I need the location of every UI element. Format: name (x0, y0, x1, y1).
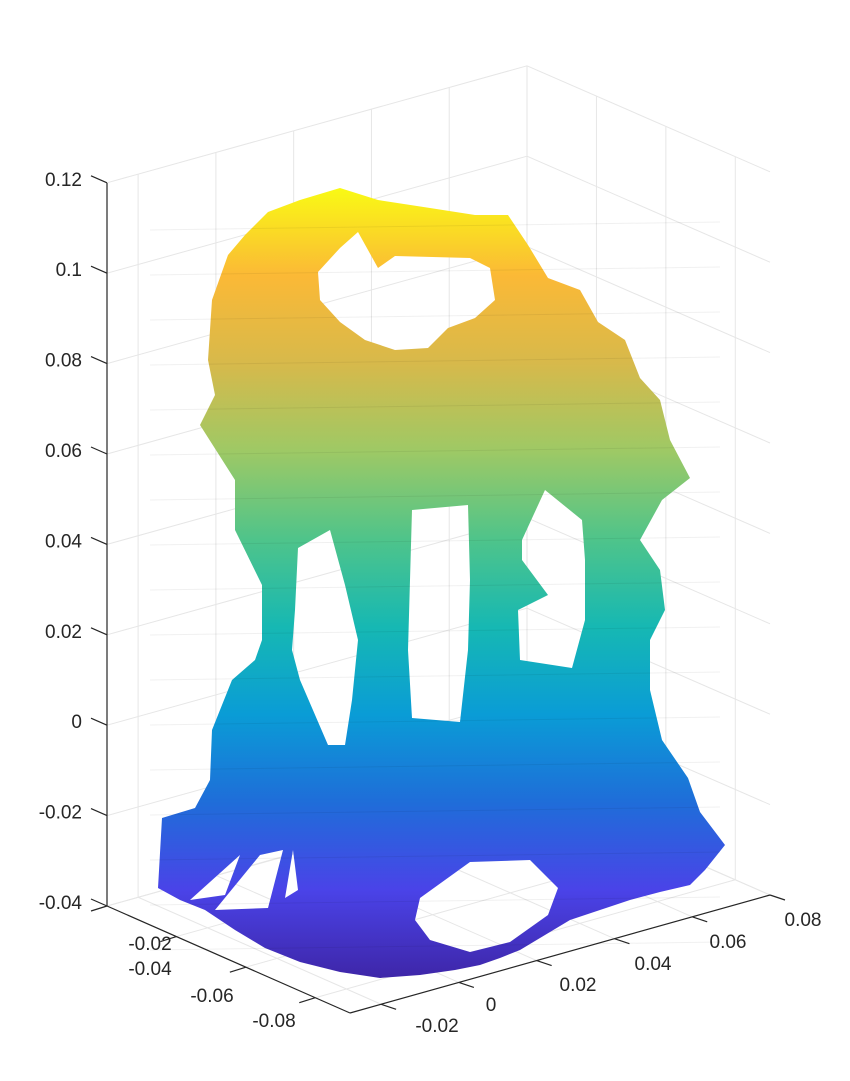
z-tick-label: 0.04 (45, 531, 82, 552)
z-tick-mark (90, 175, 108, 184)
surface (149, 188, 725, 978)
z-tick-label: 0.02 (45, 622, 82, 643)
y-tick-mark (90, 905, 108, 912)
z-tick-mark (90, 898, 108, 907)
x-tick-label: 0.02 (560, 975, 597, 996)
x-tick-mark (692, 916, 708, 923)
z-tick-mark (90, 356, 108, 365)
z-tick-label: 0.1 (56, 260, 82, 281)
y-tick-label: -0.02 (128, 934, 171, 955)
x-tick-mark (380, 1003, 397, 1010)
x-tick-mark (614, 938, 630, 945)
z-tick-label: 0.12 (45, 170, 82, 191)
x-tick-labels: -0.02 0 0.02 0.04 0.06 0.08 (380, 894, 822, 1037)
grid-line (137, 896, 382, 1005)
y-tick-mark (160, 935, 177, 943)
y-axis-line (106, 905, 351, 1014)
grid-line (106, 65, 528, 184)
x-axis-line (349, 894, 771, 1014)
y-tick-mark (229, 966, 247, 973)
z-tick-mark (90, 536, 108, 545)
x-tick-label: 0.08 (785, 910, 822, 931)
surface-facets (149, 221, 721, 951)
z-tick-label: 0.06 (45, 441, 82, 462)
z-tick-mark (90, 717, 108, 726)
grid-line (106, 607, 528, 726)
x-tick-mark (769, 894, 786, 901)
z-tick-label: -0.04 (39, 893, 83, 914)
x-tick-label: 0 (486, 995, 497, 1016)
x-tick-label: 0.04 (635, 954, 672, 975)
z-tick-label: 0.08 (45, 351, 82, 372)
grid-line (106, 517, 528, 636)
grid-line (526, 65, 771, 173)
y-tick-mark (299, 997, 316, 1004)
z-tick-mark (90, 627, 108, 636)
x-tick-label: 0.06 (710, 932, 747, 953)
grid-line (526, 246, 771, 354)
surface-body (158, 188, 725, 978)
grid-line (526, 155, 771, 263)
z-tick-mark (90, 446, 108, 455)
x-tick-mark (458, 981, 475, 988)
z-tick-mark (90, 808, 108, 817)
z-tick-labels: -0.04 -0.02 0 0.02 0.04 0.06 0.08 0.1 0.12 (39, 170, 108, 914)
y-tick-label: -0.04 (128, 959, 172, 980)
y-tick-label: -0.06 (190, 986, 233, 1007)
x-tick-mark (536, 959, 552, 967)
axes (106, 183, 771, 1014)
z-tick-label: 0 (71, 712, 82, 733)
z-tick-label: -0.02 (39, 803, 82, 824)
y-tick-label: -0.08 (252, 1011, 295, 1032)
x-tick-label: -0.02 (415, 1016, 458, 1037)
y-tick-labels: -0.02 -0.04 -0.06 -0.08 (90, 905, 316, 1032)
z-tick-mark (90, 265, 108, 274)
